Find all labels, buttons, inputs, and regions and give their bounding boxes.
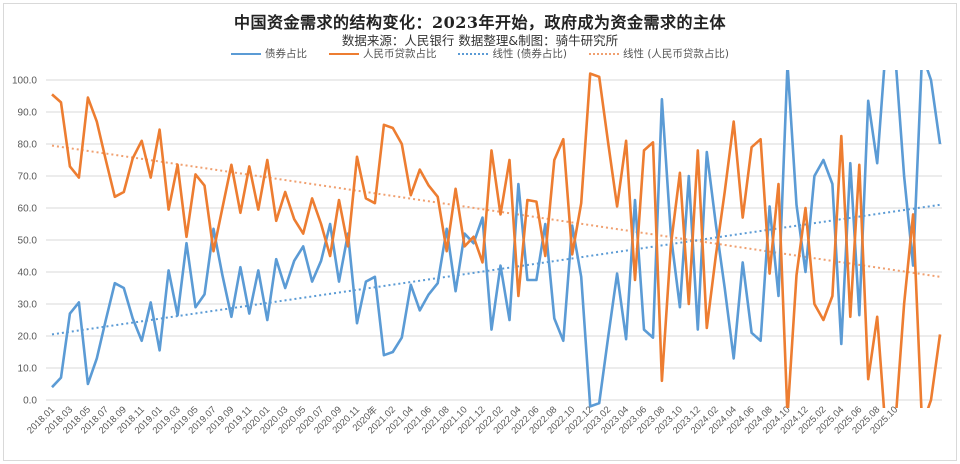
legend-item-loan-trend[interactable]: 线性 (人民币贷款占比) — [589, 46, 729, 61]
legend-item-bond[interactable]: 债券占比 — [230, 46, 307, 61]
y-tick-label: 80.0 — [18, 140, 38, 151]
legend-item-loan[interactable]: 人民币贷款占比 — [328, 46, 437, 61]
x-axis: 2018.012018.032018.052018.072018.092018.… — [25, 403, 900, 436]
legend-item-bond-trend[interactable]: 线性 (债券占比) — [458, 46, 567, 61]
chart-subtitle: 数据来源：人民银行 数据整理&制图：骑牛研究所 — [341, 33, 619, 48]
legend-swatch-bond-trend-icon — [458, 52, 489, 55]
y-tick-label: 40.0 — [18, 268, 38, 279]
y-tick-label: 20.0 — [18, 332, 38, 343]
y-tick-label: 50.0 — [18, 236, 38, 247]
legend-label-loan-trend: 线性 (人民币贷款占比) — [623, 48, 730, 60]
legend-label-bond-trend: 线性 (债券占比) — [492, 48, 567, 60]
series-lines — [51, 70, 942, 408]
bond-share-line — [51, 70, 942, 408]
loan-share-line — [51, 72, 942, 408]
legend-label-loan: 人民币贷款占比 — [362, 48, 437, 60]
y-axis: 0.0 10.0 20.0 30.0 40.0 50.0 60.0 70.0 80.0 90.0 1… — [12, 76, 37, 407]
chart-legend: 债券占比 人民币贷款占比 线性 (债券占比) 线性 (人民币贷款占比) — [0, 46, 960, 61]
legend-label-bond: 债券占比 — [264, 48, 307, 60]
y-tick-label: 60.0 — [18, 204, 38, 215]
chart-title: 中国资金需求的结构变化：2023年开始，政府成为资金需求的主体 — [233, 13, 727, 32]
y-tick-label: 0.0 — [23, 396, 37, 407]
legend-swatch-loan-icon — [328, 52, 359, 55]
legend-swatch-loan-trend-icon — [589, 52, 619, 55]
y-tick-label: 70.0 — [18, 172, 38, 183]
y-tick-label: 90.0 — [18, 108, 38, 119]
y-tick-label: 10.0 — [18, 364, 38, 375]
chart-frame — [3, 3, 957, 461]
legend-swatch-bond-icon — [230, 52, 261, 55]
y-tick-label: 30.0 — [18, 300, 38, 311]
y-tick-label: 100.0 — [12, 76, 37, 87]
